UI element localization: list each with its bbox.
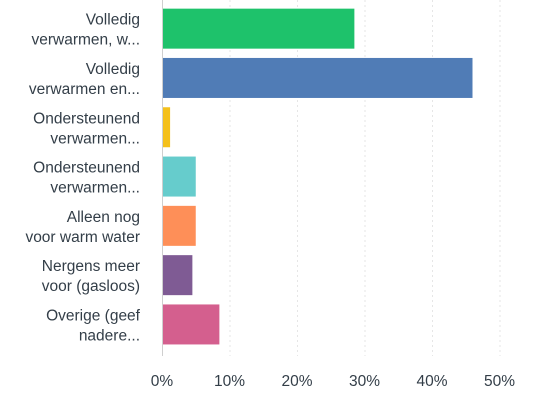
grid-lines — [162, 0, 501, 356]
x-tick-label: 20% — [281, 373, 312, 390]
category-label: Volledig — [86, 12, 140, 29]
category-label: voor (gasloos) — [42, 278, 140, 295]
category-label: Overige (geef — [46, 307, 141, 324]
bars — [163, 8, 473, 345]
category-label: voor warm water — [25, 229, 140, 246]
category-labels: Volledig verwarmen, w... Volledig verwarmen… — [25, 12, 140, 345]
category-label: Ondersteunend — [33, 160, 140, 177]
category-label: Volledig — [86, 61, 140, 78]
x-tick-label: 50% — [484, 373, 515, 390]
x-axis-ticks: 0% 10% 20% 30% 40% 50% — [151, 373, 515, 390]
x-tick-label: 30% — [349, 373, 380, 390]
category-label: verwarmen... — [50, 180, 140, 197]
bar — [163, 57, 473, 98]
category-label: Ondersteunend — [33, 110, 140, 127]
category-label: Alleen nog — [67, 209, 140, 226]
x-tick-label: 10% — [214, 373, 245, 390]
x-tick-label: 40% — [416, 373, 447, 390]
category-label: verwarmen, w... — [31, 32, 140, 49]
bar — [163, 8, 355, 49]
bar — [163, 304, 220, 345]
category-label: Nergens meer — [42, 258, 140, 275]
x-tick-label: 0% — [151, 373, 174, 390]
category-label: verwarmen en... — [29, 81, 140, 98]
bar — [163, 107, 171, 148]
bar — [163, 156, 196, 197]
category-label: nadere... — [79, 327, 140, 344]
bar — [163, 255, 193, 296]
category-label: verwarmen... — [50, 130, 140, 147]
bar — [163, 205, 196, 246]
